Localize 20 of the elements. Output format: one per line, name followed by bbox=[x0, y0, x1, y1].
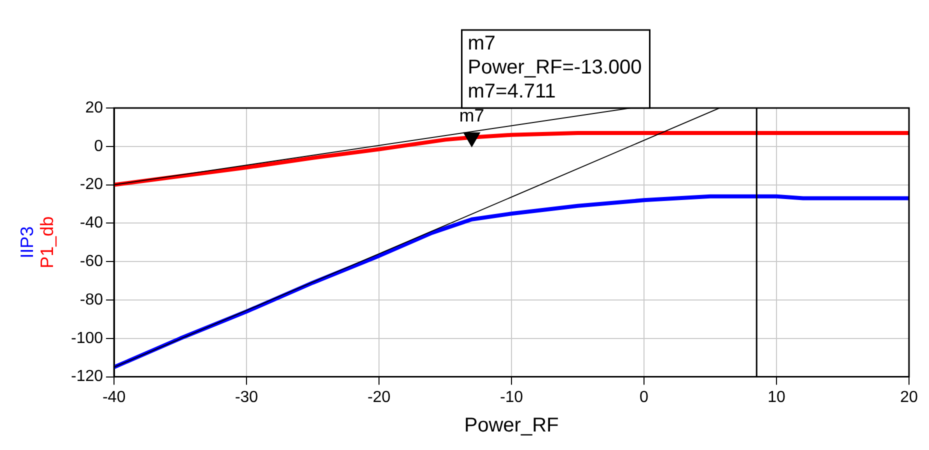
text: P1_db bbox=[36, 216, 57, 268]
x-tick-label: 10 bbox=[768, 388, 786, 406]
y-tick-label: 20 bbox=[85, 99, 104, 116]
y-tick-label: -80 bbox=[80, 291, 104, 308]
y-tick-label: -60 bbox=[80, 253, 104, 270]
x-tick-label: 20 bbox=[900, 388, 918, 406]
x-axis-title: Power_RF bbox=[464, 414, 559, 437]
x-tick-label: -40 bbox=[102, 388, 126, 406]
x-tick-label: 0 bbox=[640, 388, 649, 406]
text: IIP3 bbox=[16, 226, 37, 258]
y-tick-label: -120 bbox=[70, 368, 104, 386]
x-tick-label: -30 bbox=[234, 388, 258, 406]
y-tick-label: -20 bbox=[80, 176, 104, 194]
text: m7 Power_RF=-13.000 m7=4.711 bbox=[468, 32, 642, 103]
x-tick-label: -10 bbox=[500, 388, 524, 406]
x-tick-label: -20 bbox=[367, 388, 391, 406]
annotation: m7 bbox=[459, 105, 484, 126]
y-tick-label: 0 bbox=[94, 138, 104, 155]
y-tick-label: -40 bbox=[80, 214, 104, 232]
y-tick-label: -100 bbox=[70, 330, 104, 347]
